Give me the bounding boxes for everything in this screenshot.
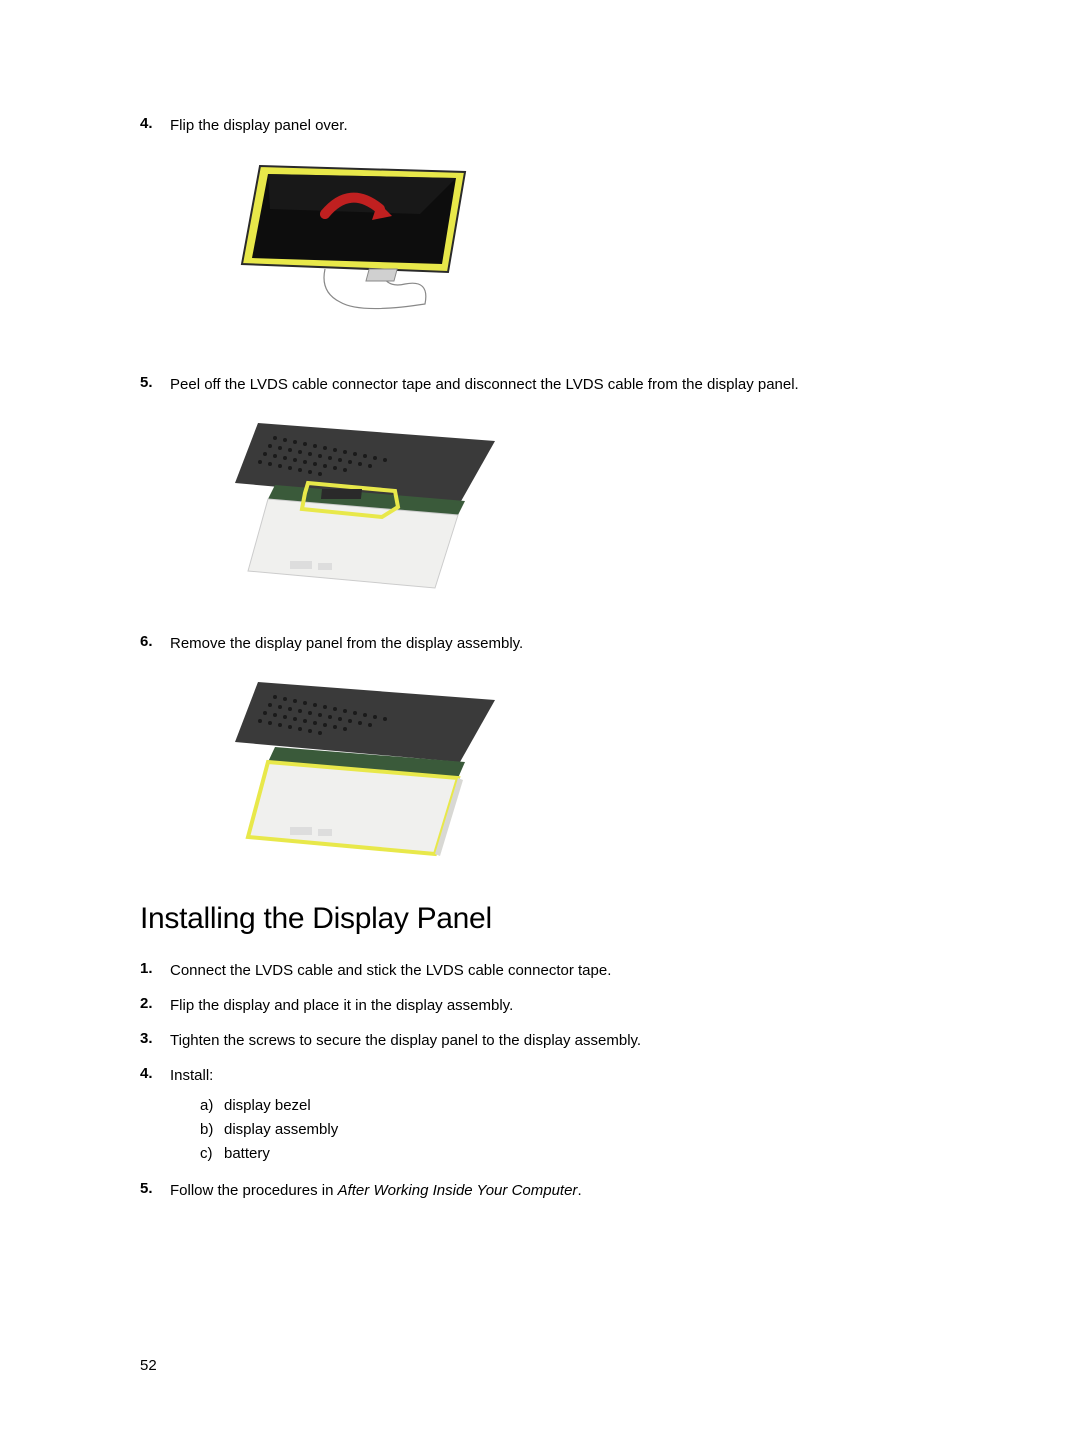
install-step-5: 5. Follow the procedures in After Workin…	[140, 1180, 940, 1201]
step-text: Connect the LVDS cable and stick the LVD…	[170, 960, 611, 981]
sub-text: display bezel	[224, 1094, 311, 1118]
page-number: 52	[140, 1357, 157, 1374]
step-number: 4.	[140, 1065, 170, 1082]
step5-suffix: .	[577, 1182, 581, 1199]
step5-italic: After Working Inside Your Computer	[338, 1182, 578, 1199]
install-step-2: 2. Flip the display and place it in the …	[140, 995, 940, 1016]
step-6: 6. Remove the display panel from the dis…	[140, 633, 940, 654]
step-number: 1.	[140, 960, 170, 977]
sublist: a) display bezel b) display assembly c) …	[200, 1094, 338, 1166]
sub-item-b: b) display assembly	[200, 1118, 338, 1142]
step-text-label: Install:	[170, 1067, 213, 1084]
install-steps: 1. Connect the LVDS cable and stick the …	[140, 960, 940, 1201]
figure-remove-panel	[230, 672, 940, 872]
install-step-1: 1. Connect the LVDS cable and stick the …	[140, 960, 940, 981]
step-text: Peel off the LVDS cable connector tape a…	[170, 374, 799, 395]
step-text: Follow the procedures in After Working I…	[170, 1180, 582, 1201]
figure-flip-panel	[230, 154, 940, 324]
install-step-4: 4. Install: a) display bezel b) display …	[140, 1065, 940, 1166]
install-step-3: 3. Tighten the screws to secure the disp…	[140, 1030, 940, 1051]
figure-lvds	[230, 413, 940, 603]
step-number: 4.	[140, 115, 170, 132]
sub-letter: b)	[200, 1118, 224, 1142]
step-text: Flip the display panel over.	[170, 115, 348, 136]
step-text: Tighten the screws to secure the display…	[170, 1030, 641, 1051]
step-number: 2.	[140, 995, 170, 1012]
step-text: Install: a) display bezel b) display ass…	[170, 1065, 338, 1166]
sub-letter: c)	[200, 1142, 224, 1166]
sub-item-c: c) battery	[200, 1142, 338, 1166]
step-text: Flip the display and place it in the dis…	[170, 995, 513, 1016]
step-4: 4. Flip the display panel over.	[140, 115, 940, 136]
section-heading: Installing the Display Panel	[140, 902, 940, 936]
sub-letter: a)	[200, 1094, 224, 1118]
sub-item-a: a) display bezel	[200, 1094, 338, 1118]
page-content: 4. Flip the display panel over. 5. Peel …	[0, 0, 1080, 1255]
step-number: 5.	[140, 374, 170, 391]
step-number: 3.	[140, 1030, 170, 1047]
sub-text: battery	[224, 1142, 270, 1166]
sub-text: display assembly	[224, 1118, 338, 1142]
step5-prefix: Follow the procedures in	[170, 1182, 338, 1199]
step-text: Remove the display panel from the displa…	[170, 633, 523, 654]
step-number: 5.	[140, 1180, 170, 1197]
step-5: 5. Peel off the LVDS cable connector tap…	[140, 374, 940, 395]
step-number: 6.	[140, 633, 170, 650]
